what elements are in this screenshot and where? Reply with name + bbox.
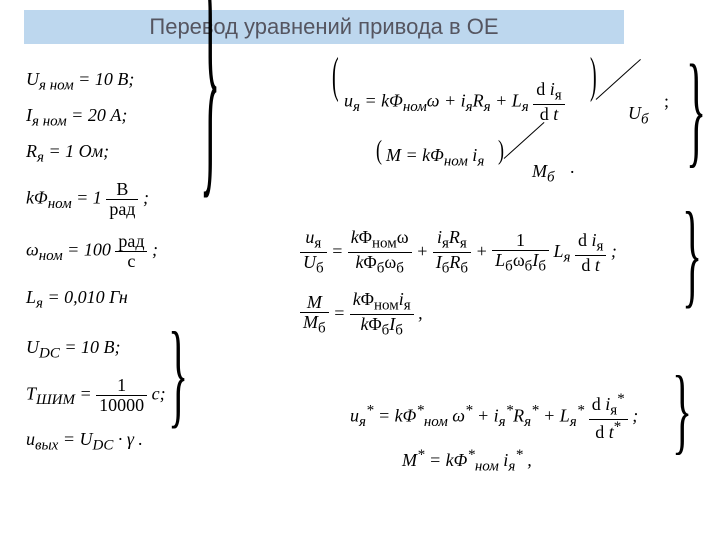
- right-brace-1: }: [686, 40, 706, 184]
- left2-eq-2: TШИМ = 110000 с;: [26, 376, 166, 415]
- slash-1: [596, 59, 641, 100]
- rparen-2: ): [498, 135, 504, 167]
- left-eq-1: Uя ном = 10 В;: [26, 70, 134, 94]
- left-brace-1: }: [200, 0, 220, 231]
- r2-eq-1: uяUб = kΦномωkΦбωб + iяRяIбRб + 1LбωбIб …: [300, 228, 617, 278]
- r2-eq-2: MMб = kΦномiяkΦбIб ,: [300, 290, 423, 340]
- r1-eq-2: M = kΦном iя: [386, 146, 484, 170]
- lparen-1: (: [332, 49, 339, 107]
- left-eq-3: Rя = 1 Ом;: [26, 142, 109, 166]
- r3-eq-1: uя* = kΦ*ном ω* + iя*Rя* + Lя* d iя*d t*…: [350, 392, 638, 442]
- left-eq-4: kΦном = 1 Врад ;: [26, 180, 149, 219]
- lparen-2: (: [376, 135, 382, 167]
- right-brace-3: }: [672, 357, 692, 467]
- r3-eq-2: M* = kΦ*ном iя* ,: [402, 448, 532, 475]
- left-eq-2: Iя ном = 20 А;: [26, 106, 127, 130]
- page-title: Перевод уравнений привода в ОЕ: [24, 10, 624, 44]
- right-brace-2: }: [682, 189, 702, 323]
- slash-2: [504, 122, 545, 159]
- r1-div-1: Uб: [628, 104, 649, 128]
- r1-eq-1: uя = kΦномω + iяRя + Lя d iяd t: [344, 80, 565, 124]
- r1-trail-2: .: [570, 158, 575, 176]
- left2-eq-3: uвых = UDC · γ .: [26, 430, 143, 454]
- left-brace-2: }: [168, 309, 188, 443]
- left-eq-6: Lя = 0,010 Гн: [26, 288, 128, 312]
- r1-trail-1: ;: [664, 92, 669, 110]
- left2-eq-1: UDC = 10 В;: [26, 338, 120, 362]
- left-eq-5: ωном = 100 радс ;: [26, 232, 158, 271]
- r1-div-2: Mб: [532, 162, 555, 186]
